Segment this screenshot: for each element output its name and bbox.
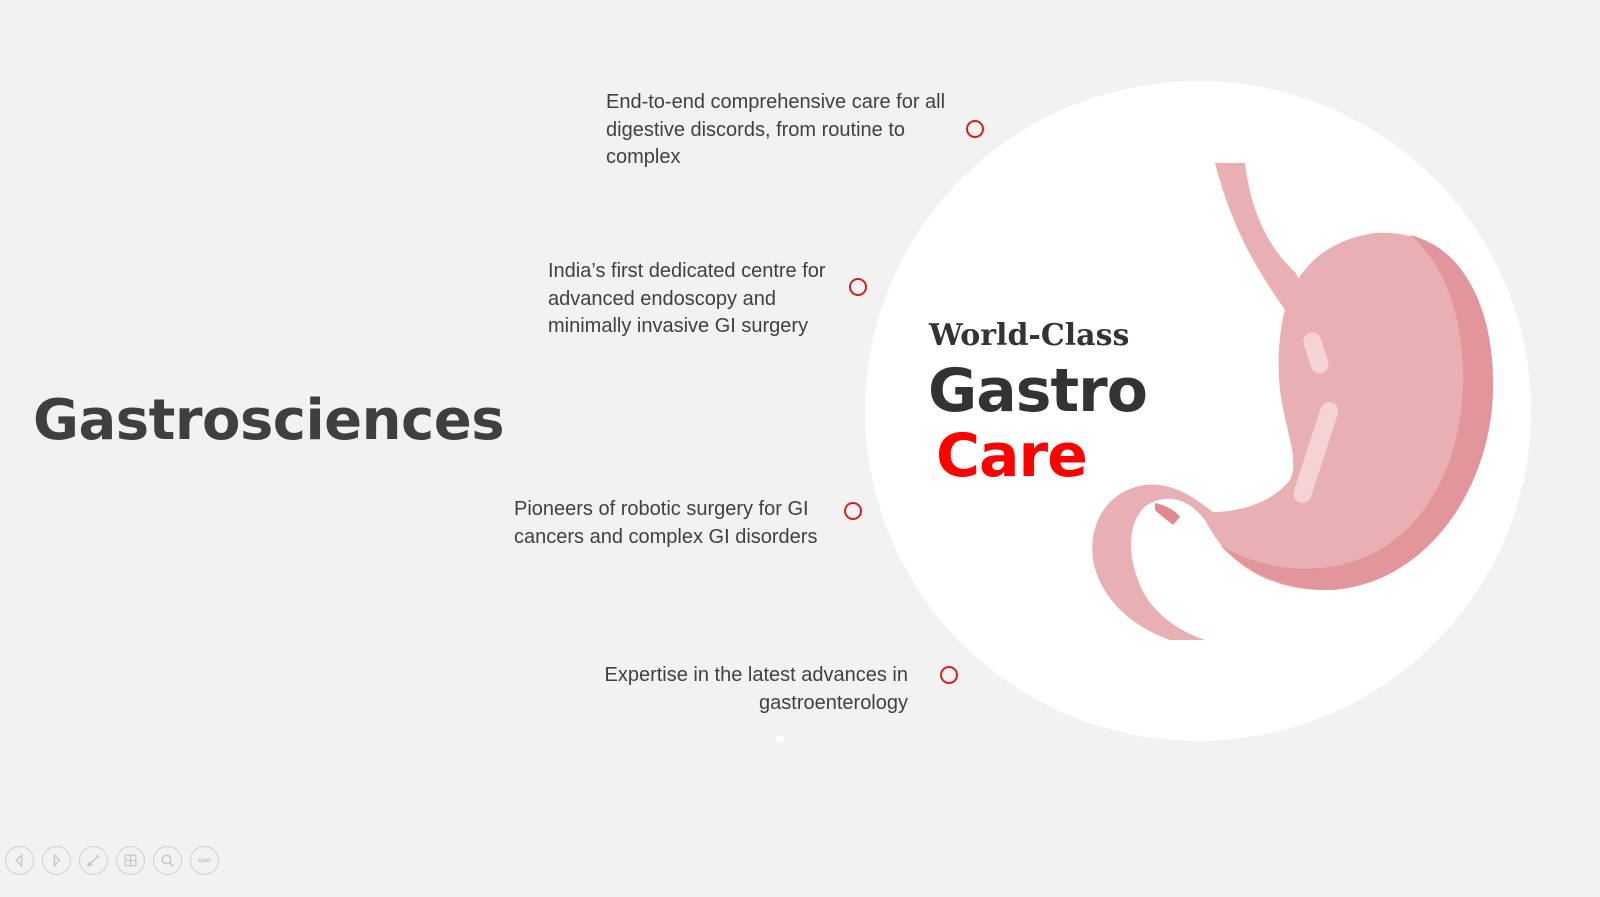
slideshow-toolbar	[5, 846, 219, 875]
slide-title: Gastrosciences	[33, 388, 505, 453]
hero-line-care: Care	[936, 421, 1088, 491]
feature-bullet-1-icon	[966, 120, 984, 138]
feature-bullet-2-icon	[849, 278, 867, 296]
feature-bullet-4-icon	[940, 666, 958, 684]
feature-text-2: India’s first dedicated centre for advan…	[548, 260, 826, 337]
zoom-icon	[161, 854, 174, 867]
feature-text-4: Expertise in the latest advances in gast…	[604, 664, 908, 714]
slides-grid-button[interactable]	[116, 846, 145, 875]
feature-bullet-3-icon	[844, 502, 862, 520]
next-button[interactable]	[42, 846, 71, 875]
hero-line-world-class: World-Class	[929, 318, 1130, 353]
decorative-dot	[776, 735, 784, 743]
hero-line-gastro: Gastro	[928, 356, 1148, 426]
pen-icon	[87, 854, 100, 867]
next-icon	[53, 853, 61, 868]
zoom-button[interactable]	[153, 846, 182, 875]
previous-button[interactable]	[5, 846, 34, 875]
feature-text-3: Pioneers of robotic surgery for GI cance…	[514, 498, 818, 548]
more-options-button[interactable]	[190, 846, 219, 875]
previous-icon	[15, 853, 23, 868]
slides-grid-icon	[124, 854, 137, 867]
more-options-icon	[198, 858, 211, 863]
stomach-illustration	[1092, 163, 1494, 640]
feature-text-1: End-to-end comprehensive care for all di…	[606, 91, 946, 168]
pen-button[interactable]	[79, 846, 108, 875]
